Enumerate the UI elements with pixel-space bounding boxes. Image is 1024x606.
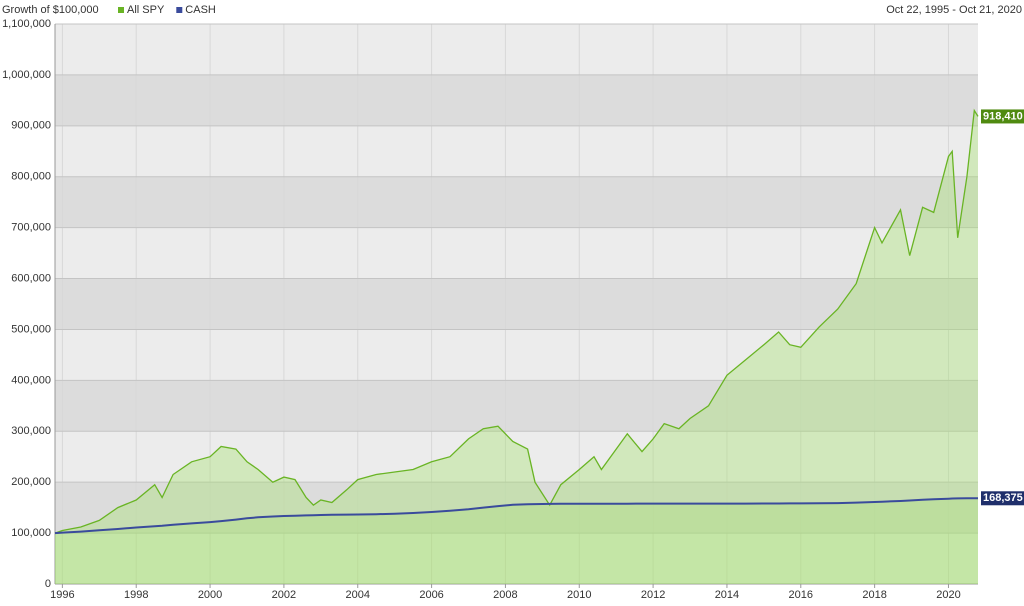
x-tick-label: 2008 — [493, 589, 517, 601]
y-tick-label: 500,000 — [11, 323, 51, 335]
legend-swatch — [118, 7, 124, 13]
y-tick-label: 1,100,000 — [2, 18, 51, 30]
date-range: Oct 22, 1995 - Oct 21, 2020 — [886, 4, 1022, 16]
x-tick-label: 2004 — [346, 589, 370, 601]
area — [55, 498, 978, 584]
end-label-box — [981, 109, 1024, 124]
y-tick-label: 100,000 — [11, 527, 51, 539]
y-tick-label: 900,000 — [11, 120, 51, 132]
plot-band — [55, 329, 978, 381]
plot-band — [55, 533, 978, 584]
plot-band — [55, 125, 978, 177]
y-tick-label: 200,000 — [11, 476, 51, 488]
plot-band — [55, 278, 978, 330]
end-label: 168,375 — [983, 492, 1023, 504]
plot-band — [55, 74, 978, 126]
y-tick-label: 1,000,000 — [2, 69, 51, 81]
plot-band — [55, 176, 978, 228]
x-tick-label: 2020 — [936, 589, 960, 601]
y-tick-label: 0 — [45, 578, 51, 590]
plot-band — [55, 24, 978, 75]
plot-band — [55, 482, 978, 534]
y-tick-label: 600,000 — [11, 272, 51, 284]
x-tick-label: 2000 — [198, 589, 222, 601]
x-tick-label: 2010 — [567, 589, 591, 601]
x-tick-label: 2014 — [715, 589, 739, 601]
legend-swatch — [176, 7, 183, 13]
x-tick-label: 2018 — [862, 589, 886, 601]
line — [54, 497, 978, 535]
end-label: 918,410 — [983, 110, 1023, 122]
plot-band — [55, 380, 978, 432]
area — [55, 110, 978, 584]
x-tick-label: 2002 — [272, 589, 296, 601]
x-tick-label: 2016 — [789, 589, 813, 601]
y-tick-label: 700,000 — [11, 222, 51, 234]
x-tick-label: 1998 — [124, 589, 148, 601]
x-tick-label: 2012 — [641, 589, 665, 601]
x-tick-label: 2006 — [419, 589, 443, 601]
legend-label: All SPY — [127, 4, 165, 16]
legend-label: CASH — [185, 4, 216, 16]
x-tick-label: 1996 — [50, 589, 74, 601]
y-tick-label: 800,000 — [11, 171, 51, 183]
line — [54, 108, 979, 534]
y-tick-label: 400,000 — [11, 374, 51, 386]
chart-title: Growth of $100,000 — [2, 4, 99, 16]
plot-band — [55, 227, 978, 279]
end-label-box — [981, 491, 1024, 506]
y-tick-label: 300,000 — [11, 425, 51, 437]
